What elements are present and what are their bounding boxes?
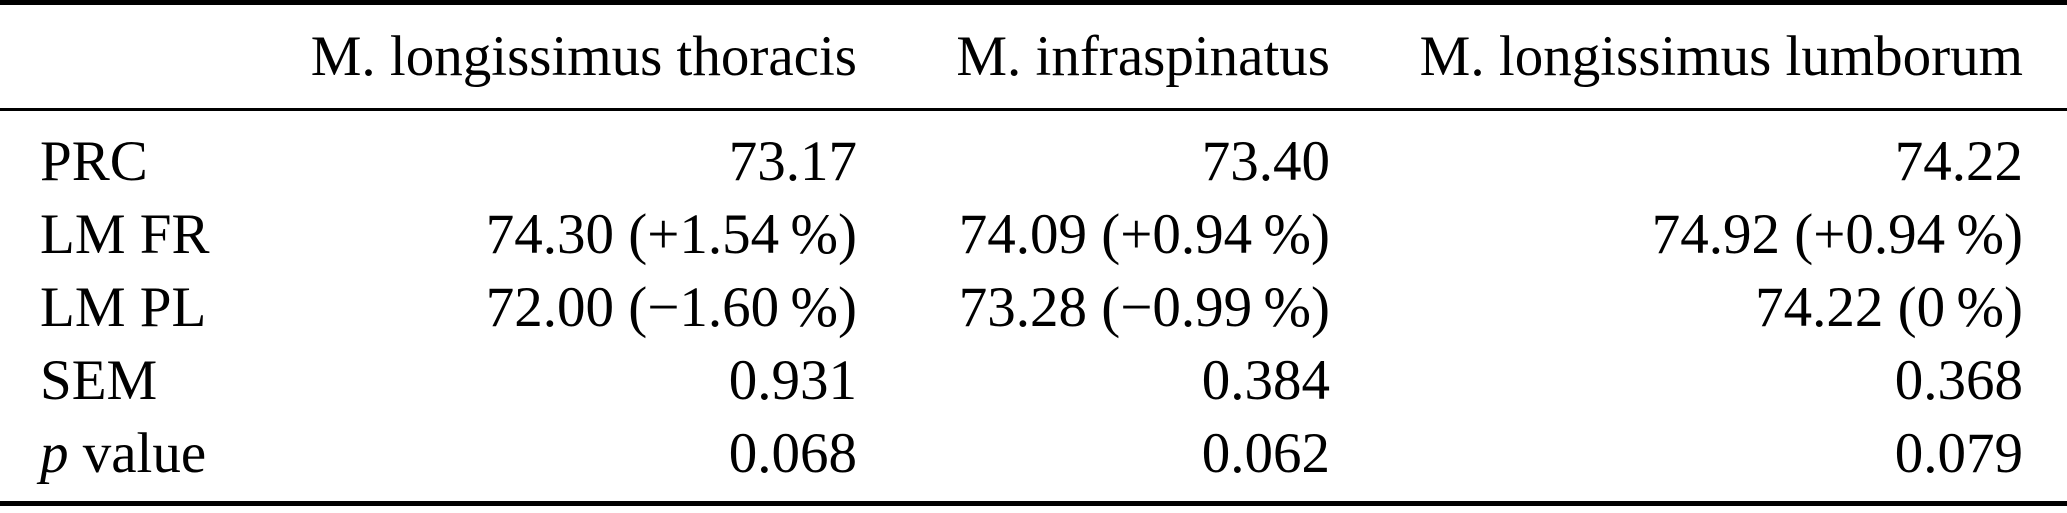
column-header-lumborum: M. longissimus lumborum (1419, 25, 2023, 88)
row-label-text: SEM (40, 349, 158, 412)
row-label-text: value (68, 422, 207, 485)
cell-p-value-thoracis: 0.068 (728, 422, 857, 485)
row-label-italic: p (40, 422, 69, 485)
cell-prc-lumborum: 74.22 (1894, 130, 2023, 193)
cell-lm-pl-thoracis: 72.00 (−1.60 %) (485, 276, 857, 339)
header-empty-cell (0, 3, 300, 110)
cell-sem-thoracis: 0.931 (728, 349, 857, 412)
row-label-prc: PRC (0, 110, 300, 199)
cell-p-value-lumborum: 0.079 (1894, 422, 2023, 485)
table-row-lm-fr: LM FR 74.30 (+1.54 %) 74.09 (+0.94 %) 74… (0, 198, 2067, 271)
cell-sem-infraspinatus: 0.384 (1201, 349, 1330, 412)
cell-sem-lumborum: 0.368 (1894, 349, 2023, 412)
row-label-sem: SEM (0, 344, 300, 417)
cell-p-value-infraspinatus: 0.062 (1201, 422, 1330, 485)
row-label-text: PRC (40, 130, 148, 193)
row-label-lm-fr: LM FR (0, 198, 300, 271)
cell-lm-fr-thoracis: 74.30 (+1.54 %) (485, 203, 857, 266)
cell-lm-pl-infraspinatus: 73.28 (−0.99 %) (958, 276, 1330, 339)
table-row-prc: PRC 73.17 73.40 74.22 (0, 110, 2067, 199)
row-label-text: LM PL (40, 276, 207, 339)
cell-lm-fr-lumborum: 74.92 (+0.94 %) (1651, 203, 2023, 266)
row-label-text: LM FR (40, 203, 210, 266)
cell-prc-thoracis: 73.17 (728, 130, 857, 193)
column-header-infraspinatus: M. infraspinatus (956, 25, 1330, 88)
cell-lm-pl-lumborum: 74.22 (0 %) (1755, 276, 2023, 339)
header-row: M. longissimus thoracis M. infraspinatus… (0, 3, 2067, 110)
cell-lm-fr-infraspinatus: 74.09 (+0.94 %) (958, 203, 1330, 266)
row-label-p-value: p value (0, 417, 300, 504)
cell-prc-infraspinatus: 73.40 (1201, 130, 1330, 193)
table-row-lm-pl: LM PL 72.00 (−1.60 %) 73.28 (−0.99 %) 74… (0, 271, 2067, 344)
table-row-sem: SEM 0.931 0.384 0.368 (0, 344, 2067, 417)
row-label-lm-pl: LM PL (0, 271, 300, 344)
column-header-thoracis: M. longissimus thoracis (310, 25, 857, 88)
table-row-p-value: p value 0.068 0.062 0.079 (0, 417, 2067, 504)
